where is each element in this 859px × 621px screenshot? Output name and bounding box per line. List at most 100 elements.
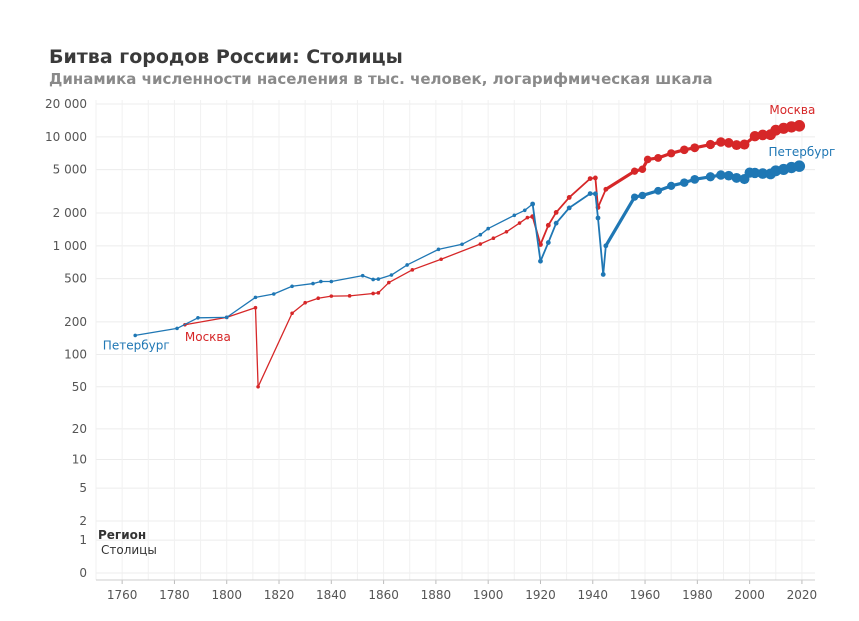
moscow-data-point (749, 131, 761, 142)
petersburg-data-point (224, 315, 229, 320)
moscow-data-point (491, 236, 496, 240)
y-tick-label: 1 (79, 533, 87, 547)
petersburg-data-point (545, 240, 551, 245)
moscow-data-point (504, 229, 509, 234)
moscow-data-point (376, 291, 381, 295)
petersburg-data-point (290, 284, 294, 289)
moscow-line-segment (568, 177, 592, 199)
moscow-data-point (256, 385, 260, 389)
moscow-data-point (705, 139, 716, 150)
moscow-line-segment (604, 169, 637, 191)
moscow-data-point (525, 215, 530, 220)
petersburg-data-point (175, 326, 179, 331)
moscow-line-segment (226, 307, 257, 319)
x-tick-label: 1960 (630, 588, 661, 602)
petersburg-data-point (749, 167, 761, 179)
moscow-data-point (347, 294, 352, 298)
chart-title: Битва городов России: Столицы (49, 46, 403, 68)
moscow-start-label: Москва (185, 330, 231, 344)
petersburg-line-segment (377, 274, 393, 280)
moscow-data-point (757, 129, 769, 141)
moscow-line-segment (304, 297, 319, 304)
moscow-line-segment (547, 211, 558, 227)
petersburg-line-segment (531, 203, 542, 263)
petersburg-line-segment (539, 241, 550, 263)
moscow-data-point (316, 296, 321, 301)
petersburg-data-point (566, 205, 572, 211)
moscow-line-segment (377, 281, 390, 294)
petersburg-line-segment (134, 327, 178, 337)
moscow-data-point (290, 311, 294, 316)
petersburg-data-point (196, 315, 200, 320)
petersburg-data-point (705, 172, 716, 182)
petersburg-line-segment (273, 285, 293, 295)
petersburg-line-segment (226, 296, 257, 319)
x-tick-label: 1760 (107, 588, 138, 602)
petersburg-line-segment (461, 234, 481, 245)
moscow-data-point (603, 186, 609, 192)
moscow-data-point (690, 143, 700, 153)
petersburg-data-point (512, 213, 517, 218)
moscow-data-point (630, 167, 639, 175)
petersburg-data-point (723, 170, 734, 181)
y-tick-label: 2 (79, 514, 87, 528)
moscow-data-point (303, 300, 307, 305)
moscow-data-point (643, 155, 652, 164)
moscow-data-point (716, 137, 726, 147)
petersburg-line-segment (604, 195, 637, 248)
moscow-data-point (545, 222, 551, 228)
moscow-data-point (731, 140, 742, 151)
moscow-line-segment (291, 302, 306, 314)
x-tick-label: 1920 (525, 588, 556, 602)
moscow-data-point (517, 221, 522, 225)
moscow-data-point (538, 242, 543, 247)
legend-item: Столицы (101, 543, 157, 557)
x-tick-label: 1840 (316, 588, 347, 602)
petersburg-line-segment (555, 206, 571, 225)
y-tick-label: 20 (72, 422, 87, 436)
y-tick-label: 10 (72, 452, 87, 466)
petersburg-data-point (319, 279, 323, 284)
moscow-line-segment (184, 316, 228, 326)
x-tick-label: 1900 (473, 588, 504, 602)
petersburg-line-segment (330, 275, 364, 283)
petersburg-data-point (389, 273, 394, 277)
moscow-data-point (793, 120, 806, 132)
moscow-line-segment (254, 307, 259, 388)
petersburg-line-segment (437, 243, 463, 251)
moscow-line-segment (348, 292, 374, 297)
petersburg-line-segment (568, 192, 592, 209)
y-tick-label: 5 (79, 481, 87, 495)
y-tick-label: 20 000 (45, 97, 87, 111)
y-tick-label: 100 (64, 347, 87, 361)
petersburg-data-point (371, 277, 375, 282)
petersburg-line-segment (406, 248, 440, 266)
moscow-data-point (679, 145, 689, 155)
moscow-data-point (439, 257, 443, 262)
petersburg-start-label: Петербург (103, 338, 170, 352)
petersburg-data-point (679, 178, 689, 187)
petersburg-data-point (486, 226, 490, 231)
moscow-line-segment (388, 269, 414, 284)
petersburg-data-point (360, 273, 365, 278)
y-tick-label: 50 (72, 380, 87, 394)
petersburg-data-point (253, 295, 258, 300)
moscow-line-segment (317, 295, 332, 299)
petersburg-data-point (667, 181, 676, 190)
petersburg-data-point (376, 277, 381, 281)
petersburg-data-point (133, 333, 138, 338)
moscow-line-segment (492, 231, 508, 239)
y-tick-label: 200 (64, 315, 87, 329)
moscow-data-point (566, 195, 572, 200)
petersburg-data-point (630, 193, 639, 201)
moscow-line-segment (555, 196, 571, 214)
petersburg-data-point (478, 232, 483, 237)
petersburg-data-point (530, 201, 536, 207)
moscow-data-point (587, 176, 593, 182)
petersburg-data-point (522, 208, 527, 213)
petersburg-data-point (638, 191, 647, 200)
moscow-end-label: Москва (769, 103, 815, 117)
y-tick-label: 500 (64, 272, 87, 286)
